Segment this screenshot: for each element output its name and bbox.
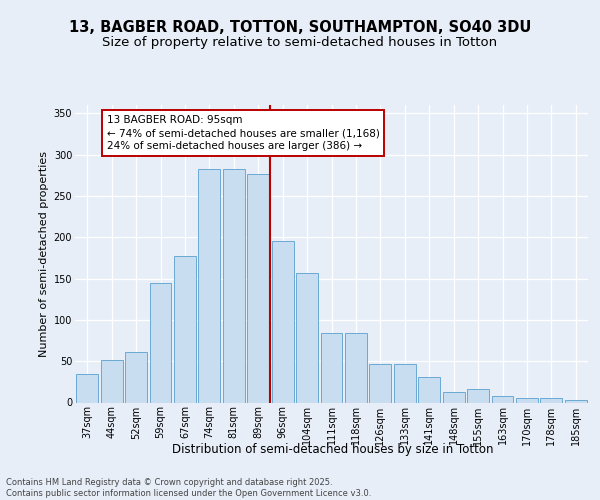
Bar: [320, 333, 343, 402]
Y-axis label: Number of semi-detached properties: Number of semi-detached properties: [40, 151, 49, 357]
Bar: [76, 374, 98, 402]
Bar: [467, 390, 489, 402]
Bar: [199, 168, 220, 402]
Bar: [149, 282, 172, 403]
Text: Size of property relative to semi-detached houses in Totton: Size of property relative to semi-detach…: [103, 36, 497, 49]
Bar: [443, 392, 464, 402]
Bar: [516, 398, 538, 402]
Bar: [370, 364, 391, 403]
Text: Distribution of semi-detached houses by size in Totton: Distribution of semi-detached houses by …: [172, 444, 494, 456]
Bar: [541, 398, 562, 402]
Text: Contains HM Land Registry data © Crown copyright and database right 2025.
Contai: Contains HM Land Registry data © Crown c…: [6, 478, 371, 498]
Bar: [491, 396, 514, 402]
Bar: [272, 240, 293, 402]
Bar: [174, 256, 196, 402]
Bar: [565, 400, 587, 402]
Bar: [345, 333, 367, 402]
Bar: [125, 352, 147, 403]
Bar: [394, 364, 416, 403]
Bar: [296, 273, 318, 402]
Text: 13, BAGBER ROAD, TOTTON, SOUTHAMPTON, SO40 3DU: 13, BAGBER ROAD, TOTTON, SOUTHAMPTON, SO…: [69, 20, 531, 35]
Text: 13 BAGBER ROAD: 95sqm
← 74% of semi-detached houses are smaller (1,168)
24% of s: 13 BAGBER ROAD: 95sqm ← 74% of semi-deta…: [107, 115, 380, 152]
Bar: [418, 377, 440, 402]
Bar: [101, 360, 122, 403]
Bar: [223, 168, 245, 402]
Bar: [247, 174, 269, 402]
